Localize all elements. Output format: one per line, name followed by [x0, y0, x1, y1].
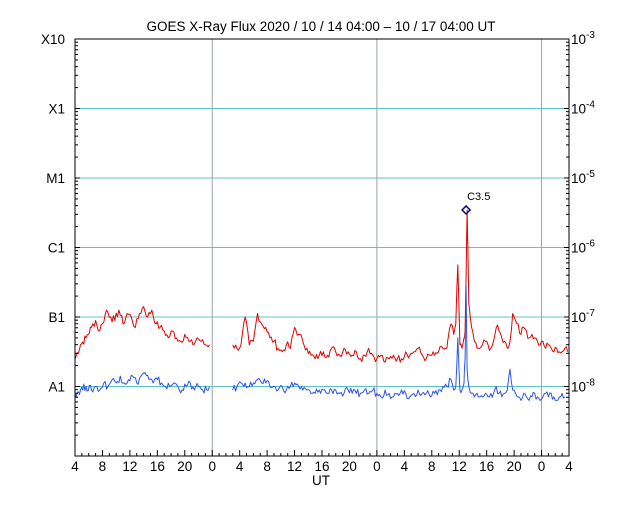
x-tick-label: 4: [401, 459, 409, 474]
flare-peak-label: C3.5: [467, 191, 490, 203]
grid-lines: [75, 39, 569, 456]
axis-ticks: [74, 38, 570, 457]
x-tick-label: 20: [177, 459, 192, 474]
x-tick-label: 8: [99, 459, 107, 474]
series-line-1: [74, 285, 566, 401]
right-axis-label: 10-6: [571, 239, 595, 256]
left-axis-label: X10: [41, 32, 65, 47]
x-tick-label: 12: [452, 459, 467, 474]
x-tick-label: 20: [507, 459, 522, 474]
x-axis-title: UT: [312, 473, 330, 488]
right-axis-label: 10-7: [571, 308, 595, 325]
x-tick-label: 4: [71, 459, 79, 474]
x-axis-labels: 4 8 12 16 20 0 4 8 12 16 20 0 4 8 12 16 20 0 4: [71, 459, 573, 474]
left-axis-label: B1: [48, 310, 65, 325]
series-lines: [74, 209, 569, 401]
flare-peak-marker: [461, 204, 472, 216]
x-tick-label: 16: [150, 459, 165, 474]
x-tick-label: 16: [314, 459, 329, 474]
flare-annotation: C3.5: [461, 191, 490, 216]
x-tick-label: 12: [122, 459, 137, 474]
x-tick-label: 8: [263, 459, 271, 474]
x-tick-label: 4: [565, 459, 573, 474]
left-axis-label: X1: [48, 102, 65, 117]
x-tick-label: 0: [208, 459, 216, 474]
left-axis-label: C1: [48, 241, 65, 256]
right-axis-label: 10-4: [571, 100, 595, 117]
right-axis-labels: 10-3 10-4 10-5 10-6 10-7 10-8: [571, 30, 595, 395]
x-tick-label: 16: [479, 459, 494, 474]
x-tick-label: 12: [287, 459, 302, 474]
left-axis-labels: X10 X1 M1 C1 B1 A1: [41, 32, 65, 395]
chart-title: GOES X-Ray Flux 2020 / 10 / 14 04:00 – 1…: [147, 19, 496, 34]
left-axis-label: A1: [48, 380, 65, 395]
x-tick-label: 8: [428, 459, 436, 474]
series-line-0: [74, 209, 569, 363]
x-tick-label: 0: [538, 459, 546, 474]
right-axis-label: 10-8: [571, 378, 595, 395]
x-tick-label: 0: [373, 459, 381, 474]
right-axis-label: 10-5: [571, 169, 595, 186]
x-tick-label: 4: [236, 459, 244, 474]
x-tick-label: 20: [342, 459, 357, 474]
right-axis-label: 10-3: [571, 30, 595, 47]
left-axis-label: M1: [46, 171, 65, 186]
